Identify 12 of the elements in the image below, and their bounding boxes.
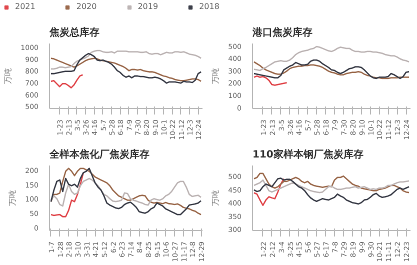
y-axis-title: 万吨 [211,190,220,206]
legend-label: 2020 [76,2,97,11]
chart-title: 110家样本钢厂焦炭库存 [252,148,364,160]
legend-label: 2018 [199,2,220,11]
y-axis-title: 万吨 [211,68,220,84]
legend-label: 2021 [15,2,36,11]
y-axis-title: 万吨 [4,68,13,84]
chart-title: 焦炭总库存 [48,26,100,38]
chart-title: 全样本焦化厂焦炭库存 [48,148,150,160]
chart-title: 港口焦炭库存 [252,26,312,38]
y-axis-title: 万吨 [8,190,18,206]
legend-label: 2019 [138,2,158,11]
